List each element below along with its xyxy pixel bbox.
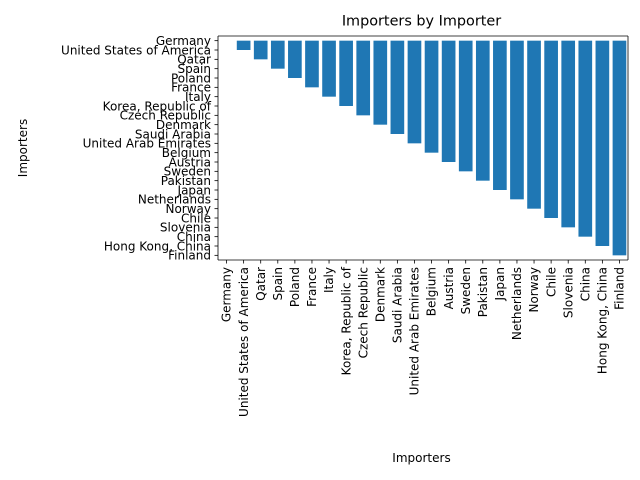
y-tick-label-chile: Chile [181,211,211,225]
bar-austria [441,40,456,162]
bar-korea-republic-of [339,40,353,106]
bar-poland [288,40,302,78]
bar-sweden [458,40,473,172]
y-tick-label-pakistan: Pakistan [161,174,211,188]
bar-chile [544,40,558,218]
axes-group: Germany United States of America Qatar Spai… [61,34,629,417]
y-tick-label-korea-republic-of: Korea, Republic of [103,99,212,113]
x-tick-label-united-arab-emirates: United Arab Emirates [408,267,422,395]
x-tick-label-czech-republic: Czech Republic [356,267,370,358]
y-tick-label-poland: Poland [171,71,211,85]
x-tick-label-united-states-of-america: United States of America [237,267,251,417]
chart-title: Importers by Importer [342,14,501,30]
x-tick-label-slovenia: Slovenia [561,267,575,318]
bars-group [236,40,627,256]
x-tick-label-netherlands: Netherlands [510,267,524,340]
x-tick-label-hong-kong-china: Hong Kong, China [596,267,610,374]
bar-italy [322,40,336,97]
x-tick-label-sweden: Sweden [459,267,473,314]
bar-hong-kong-china [595,40,610,246]
x-tick-label-korea-republic-of: Korea, Republic of [339,266,353,375]
x-axis-label: Importers [392,451,450,465]
x-tick-label-germany: Germany [220,267,234,322]
bar-finland [612,40,627,256]
y-tick-label-italy: Italy [185,90,211,104]
x-tick-label-belgium: Belgium [425,267,439,316]
y-tick-label-germany: Germany [156,34,211,48]
y-tick-label-united-arab-emirates: United Arab Emirates [83,137,211,151]
y-tick-label-france: France [171,81,211,95]
x-tick-label-chile: Chile [544,267,558,297]
y-tick-label-denmark: Denmark [156,118,211,132]
bar-czech-republic [356,40,371,116]
y-tick-label-czech-republic: Czech Republic [120,109,211,123]
y-axis-label: Importers [16,119,30,177]
x-tick-label-austria: Austria [442,267,456,309]
y-tick-label-belgium: Belgium [162,146,211,160]
bar-spain [270,40,285,69]
y-tick-label-spain: Spain [177,62,211,76]
x-tick-label-finland: Finland [613,267,627,310]
y-tick-label-hong-kong-china: Hong Kong, China [104,239,211,253]
bar-france [305,40,319,88]
x-tick-label-denmark: Denmark [373,267,387,322]
bar-belgium [424,40,439,153]
x-tick-label-poland: Poland [288,267,302,307]
x-tick-label-japan: Japan [493,267,507,301]
y-tick-label-netherlands: Netherlands [138,193,211,207]
x-tick-label-france: France [305,267,319,307]
bar-slovenia [561,40,576,228]
bar-netherlands [510,40,524,200]
bar-united-arab-emirates [407,40,422,144]
bar-denmark [373,40,388,125]
y-tick-label-china: China [177,230,211,244]
bar-united-states-of-america [236,40,251,50]
bar-norway [527,40,541,209]
y-tick-label-japan: Japan [177,183,211,197]
x-tick-label-spain: Spain [271,267,285,301]
bar-saudi-arabia [390,40,405,134]
bar-pakistan [475,40,490,181]
y-tick-label-norway: Norway [165,202,211,216]
x-tick-label-italy: Italy [322,267,336,293]
x-tick-label-norway: Norway [527,267,541,313]
bar-china [578,40,593,237]
bar-qatar [253,40,268,60]
x-tick-label-qatar: Qatar [254,267,268,301]
x-tick-label-pakistan: Pakistan [476,267,490,317]
y-tick-label-united-states-of-america: United States of America [61,43,211,57]
x-tick-label-china: China [578,267,592,301]
y-tick-label-slovenia: Slovenia [160,221,211,235]
bar-japan [493,40,507,190]
y-tick-label-saudi-arabia: Saudi Arabia [135,127,211,141]
y-tick-label-finland: Finland [168,249,211,263]
y-tick-label-austria: Austria [169,155,211,169]
x-tick-label-saudi-arabia: Saudi Arabia [391,267,405,343]
y-tick-label-sweden: Sweden [164,165,211,179]
y-tick-label-qatar: Qatar [177,53,211,67]
